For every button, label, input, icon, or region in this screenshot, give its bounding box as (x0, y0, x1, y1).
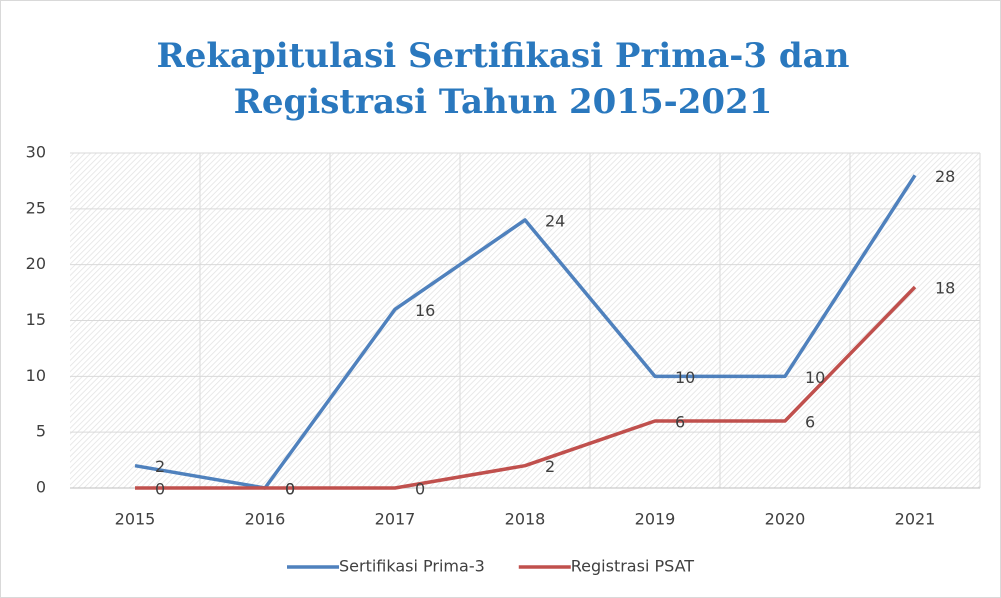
legend-label: Sertifikasi Prima-3 (339, 557, 485, 576)
x-tick-label: 2019 (635, 510, 676, 529)
data-label: 6 (675, 413, 685, 432)
y-tick-label: 20 (26, 254, 46, 273)
data-label: 2 (155, 457, 165, 476)
x-tick-label: 2017 (375, 510, 416, 529)
x-tick-label: 2021 (895, 510, 936, 529)
data-label: 28 (935, 167, 955, 186)
data-label: 18 (935, 279, 955, 298)
data-label: 2 (545, 457, 555, 476)
x-tick-label: 2020 (765, 510, 806, 529)
x-tick-label: 2015 (115, 510, 156, 529)
x-tick-label: 2018 (505, 510, 546, 529)
data-label: 10 (675, 368, 695, 387)
y-tick-label: 15 (26, 310, 46, 329)
y-tick-label: 5 (36, 422, 46, 441)
line-series (135, 285, 917, 490)
data-label: 0 (415, 480, 425, 499)
data-label: 0 (155, 480, 165, 499)
data-label: 10 (805, 368, 825, 387)
data-label: 0 (285, 480, 295, 499)
y-tick-label: 25 (26, 198, 46, 217)
y-tick-label: 30 (26, 143, 46, 162)
data-label: 24 (545, 212, 565, 231)
data-label: 6 (805, 413, 815, 432)
y-tick-label: 0 (36, 478, 46, 497)
data-label: 0 (285, 480, 295, 499)
y-tick-label: 10 (26, 366, 46, 385)
chart-title: Rekapitulasi Sertifikasi Prima-3 dan (157, 36, 850, 76)
legend-label: Registrasi PSAT (571, 557, 695, 576)
data-label: 16 (415, 301, 435, 320)
chart-title: Registrasi Tahun 2015-2021 (234, 82, 773, 122)
x-tick-label: 2016 (245, 510, 286, 529)
